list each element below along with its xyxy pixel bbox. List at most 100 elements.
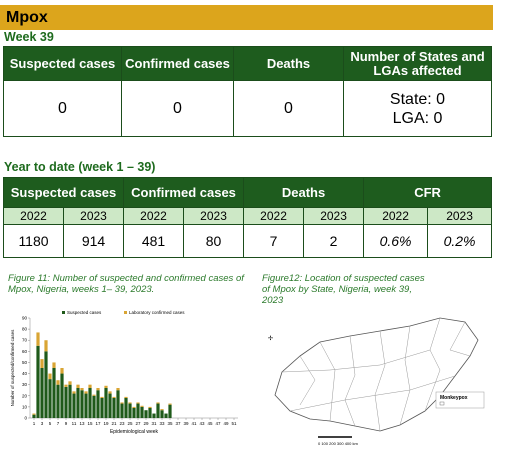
country-outline bbox=[274, 317, 479, 432]
x-tick-label: 17 bbox=[95, 421, 101, 426]
bar bbox=[132, 406, 136, 408]
bar bbox=[64, 384, 68, 387]
bar bbox=[52, 368, 56, 418]
x-tick-label: 29 bbox=[143, 421, 149, 426]
bar bbox=[48, 379, 52, 418]
bar bbox=[72, 393, 76, 418]
year-header: 2023 bbox=[427, 207, 493, 225]
bar bbox=[168, 404, 172, 418]
year-header: 2022 bbox=[3, 207, 64, 225]
y-tick-label: 80 bbox=[22, 327, 28, 332]
cell: 0.2% bbox=[427, 224, 493, 258]
x-tick-label: 21 bbox=[111, 421, 117, 426]
map: Monkeypox 0 100 200 300 400 km ✢ bbox=[268, 317, 485, 446]
x-axis-label: Epidemiological week bbox=[110, 429, 159, 435]
x-tick-label: 45 bbox=[207, 421, 213, 426]
bar bbox=[76, 388, 80, 418]
bar bbox=[108, 393, 112, 418]
year-header: 2022 bbox=[243, 207, 305, 225]
x-tick-label: 41 bbox=[191, 421, 197, 426]
x-tick-label: 25 bbox=[127, 421, 133, 426]
bar bbox=[160, 410, 164, 418]
x-tick-label: 27 bbox=[135, 421, 141, 426]
bar bbox=[60, 368, 64, 374]
x-tick-label: 13 bbox=[79, 421, 85, 426]
cell: 481 bbox=[123, 224, 185, 258]
bar bbox=[136, 403, 140, 418]
x-tick-label: 5 bbox=[49, 421, 52, 426]
legend-label: Suspected cases bbox=[67, 310, 102, 315]
map-scale: 0 100 200 300 400 km bbox=[318, 441, 358, 446]
x-tick-label: 39 bbox=[183, 421, 189, 426]
bar bbox=[36, 332, 40, 346]
bar bbox=[88, 388, 92, 418]
bar bbox=[144, 410, 148, 418]
title-bar: Mpox bbox=[0, 5, 493, 30]
x-tick-label: 3 bbox=[41, 421, 44, 426]
bar bbox=[40, 359, 44, 368]
bar bbox=[72, 391, 76, 394]
x-tick-label: 37 bbox=[175, 421, 181, 426]
column-header: Number of States and LGAs affected bbox=[343, 46, 492, 81]
bar bbox=[128, 403, 132, 418]
x-tick-label: 1 bbox=[33, 421, 36, 426]
bar bbox=[92, 395, 96, 418]
x-tick-label: 47 bbox=[215, 421, 221, 426]
y-tick-label: 90 bbox=[22, 316, 28, 321]
year-header: 2023 bbox=[183, 207, 245, 225]
map-legend-swatch bbox=[439, 401, 445, 406]
x-tick-label: 11 bbox=[72, 421, 77, 426]
y-tick-label: 70 bbox=[22, 338, 28, 343]
cell: 0 bbox=[121, 80, 234, 137]
y-tick-label: 50 bbox=[22, 360, 28, 365]
bar bbox=[148, 408, 152, 418]
bar bbox=[156, 402, 160, 404]
cell: 914 bbox=[62, 224, 125, 258]
figure12-caption: Figure12: Location of suspected cases of… bbox=[262, 273, 425, 306]
bar bbox=[128, 402, 132, 404]
group-header: CFR bbox=[363, 177, 493, 208]
x-tick-label: 9 bbox=[65, 421, 68, 426]
bar bbox=[164, 413, 168, 418]
group-header: Deaths bbox=[243, 177, 365, 208]
cell: 7 bbox=[243, 224, 305, 258]
x-tick-label: 15 bbox=[87, 421, 93, 426]
bar bbox=[116, 390, 120, 418]
bar bbox=[120, 403, 124, 418]
y-tick-label: 40 bbox=[22, 371, 28, 376]
bar bbox=[56, 380, 60, 385]
bar bbox=[108, 391, 112, 394]
x-tick-label: 19 bbox=[103, 421, 109, 426]
title: Mpox bbox=[6, 9, 48, 26]
legend-swatch bbox=[124, 311, 127, 314]
bar bbox=[36, 345, 40, 418]
x-tick-label: 35 bbox=[167, 421, 173, 426]
x-tick-label: 49 bbox=[223, 421, 229, 426]
bar bbox=[76, 384, 80, 388]
bar bbox=[148, 406, 152, 408]
map-legend-box bbox=[435, 391, 485, 409]
bar bbox=[64, 386, 68, 418]
x-tick-label: 33 bbox=[159, 421, 165, 426]
ytd-table: Suspected cases Confirmed cases Deaths C… bbox=[2, 177, 493, 258]
bar bbox=[88, 384, 92, 388]
y-tick-label: 20 bbox=[22, 393, 28, 398]
ytd-label: Year to date (week 1 – 39) bbox=[4, 160, 156, 174]
bar bbox=[44, 340, 48, 352]
bar bbox=[92, 394, 96, 396]
week-table: Suspected cases Confirmed cases Deaths N… bbox=[3, 46, 492, 137]
bar bbox=[68, 381, 72, 385]
bar bbox=[168, 403, 172, 405]
legend-label: Laboratory confirmed cases bbox=[129, 310, 185, 315]
north-arrow: ✢ bbox=[268, 335, 273, 342]
bar bbox=[100, 398, 104, 418]
bar bbox=[124, 396, 128, 398]
cell: 0 bbox=[233, 80, 344, 137]
x-tick-label: 23 bbox=[119, 421, 125, 426]
column-header: Confirmed cases bbox=[121, 46, 234, 81]
bar bbox=[112, 398, 116, 418]
legend-swatch bbox=[62, 311, 65, 314]
cell: 0 bbox=[3, 80, 122, 137]
